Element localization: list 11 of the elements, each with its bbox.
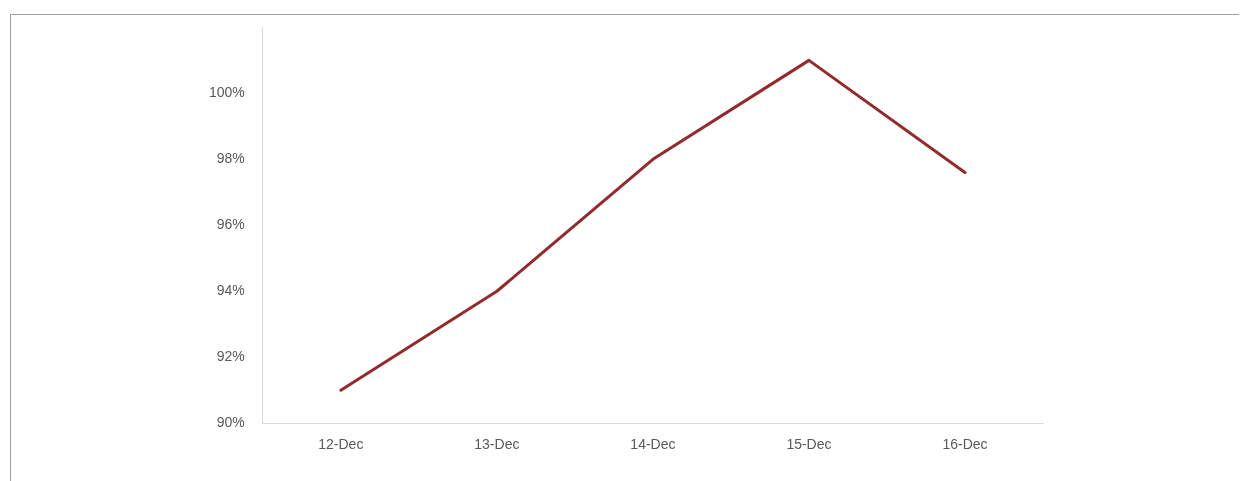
x-tick-label: 13-Dec [474,436,520,453]
x-tick-label: 15-Dec [786,436,832,453]
x-tick-label: 16-Dec [942,436,988,453]
y-tick-label: 90% [216,414,245,431]
y-tick-label: 94% [216,282,245,299]
y-tick-label: 100% [208,84,245,101]
x-tick-label: 12-Dec [318,436,364,453]
y-tick-label: 92% [216,348,245,365]
y-tick-label: 98% [216,150,245,167]
y-tick-label: 96% [216,216,245,233]
x-tick-label: 14-Dec [630,436,676,453]
